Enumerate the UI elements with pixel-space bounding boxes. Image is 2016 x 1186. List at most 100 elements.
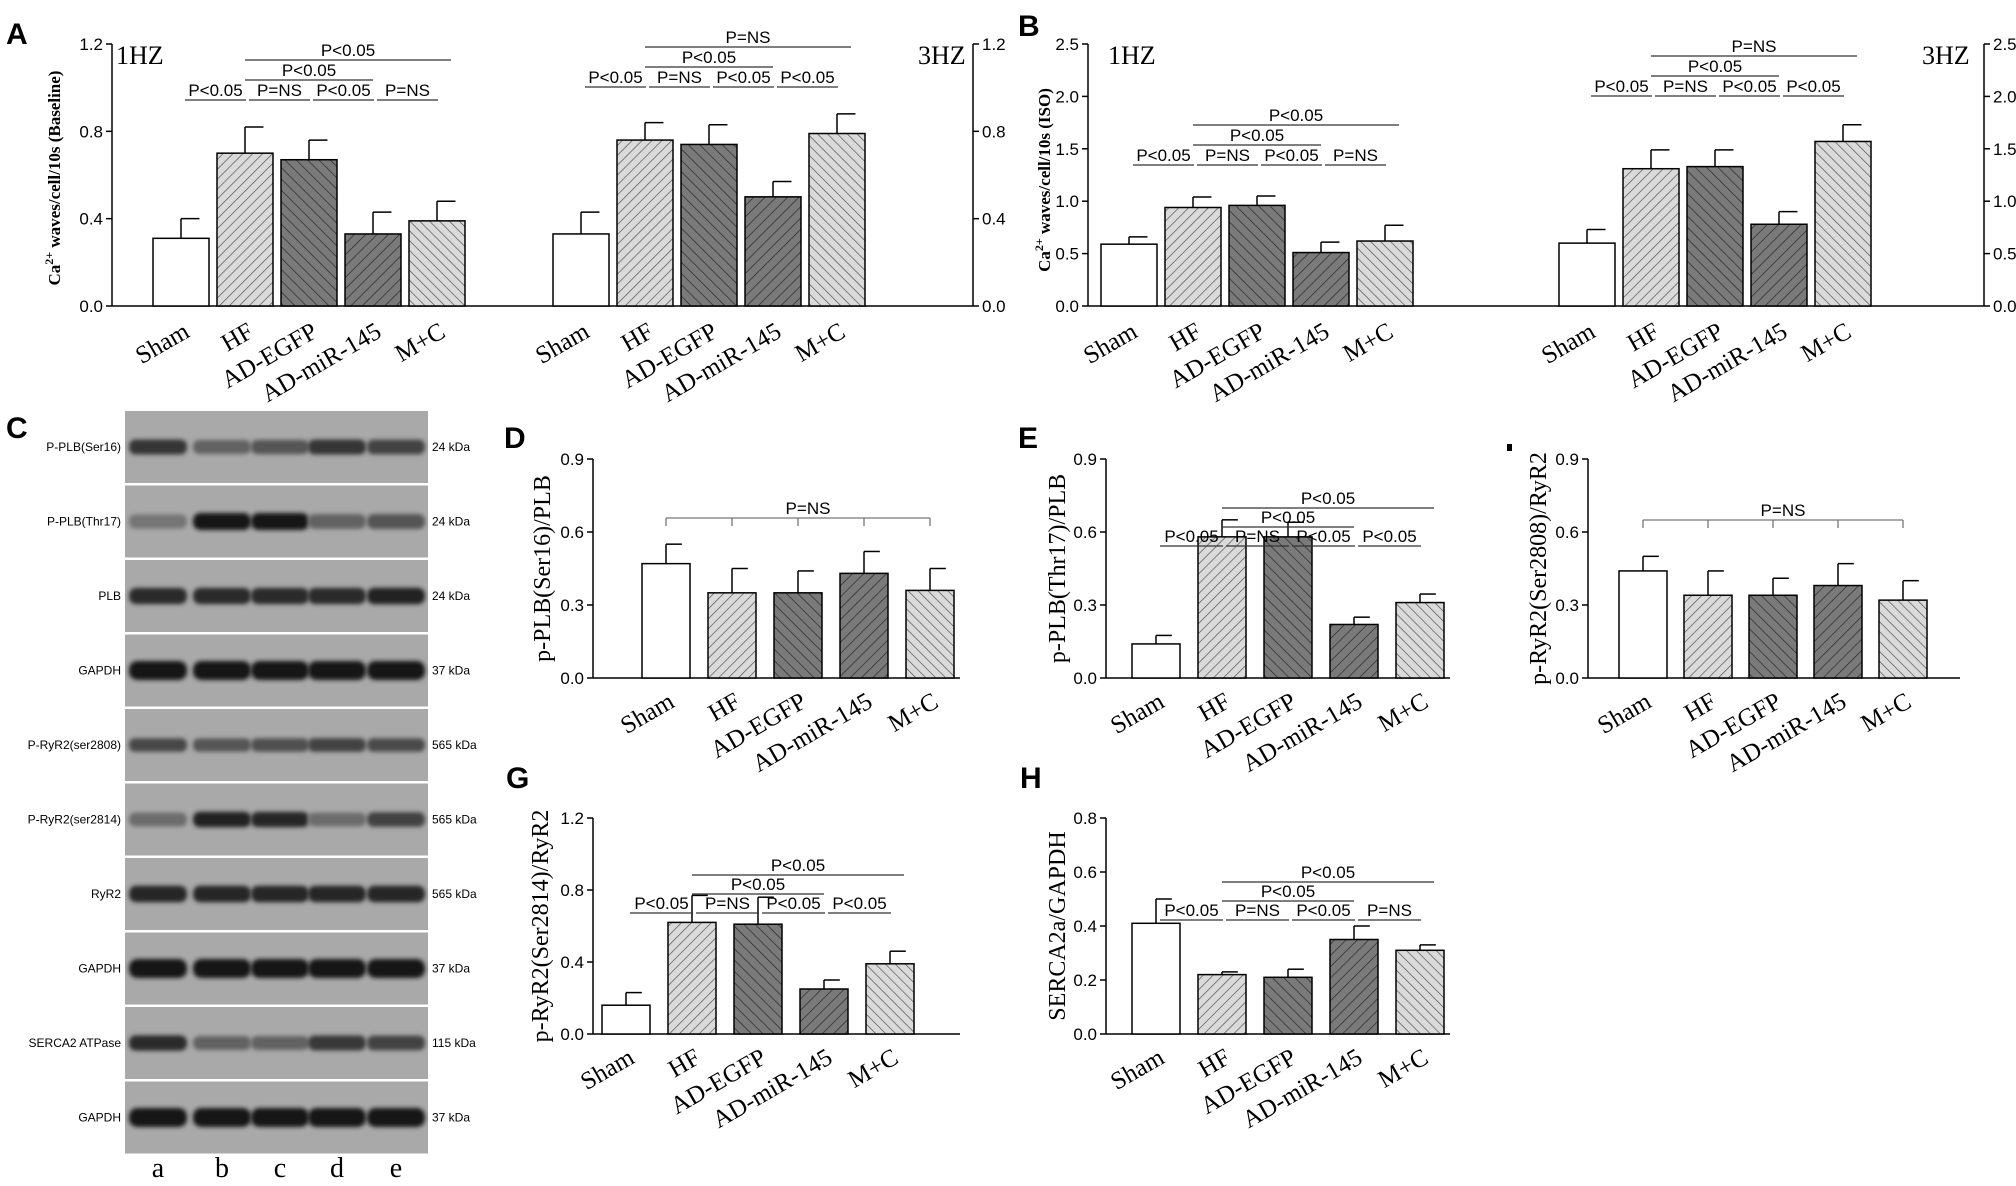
significance-label: P<0.05 <box>832 894 886 913</box>
y-tick-label: 0.6 <box>1073 863 1097 882</box>
bar-chart_data-4-4 <box>1878 599 1928 679</box>
category-label: Sham <box>616 688 679 740</box>
blot-row-label: GAPDH <box>78 962 121 976</box>
bar-chart_data-0-groups-1-2 <box>680 143 738 307</box>
blot-band <box>251 1108 309 1127</box>
blot-kda-label: 37 kDa <box>432 664 470 678</box>
y-tick-label: 0.8 <box>79 122 103 141</box>
blot-band <box>193 1108 251 1127</box>
bar-chart_data-0-groups-0-0 <box>152 237 210 307</box>
significance-label: P<0.05 <box>1136 146 1190 165</box>
blot-band <box>308 661 366 680</box>
significance-label: P<0.05 <box>1164 901 1218 920</box>
bar-chart_data-0-groups-0-2 <box>280 158 338 307</box>
blot-band <box>308 1035 366 1051</box>
blot-row-label: P-RyR2(ser2814) <box>28 813 121 827</box>
bar-chart_data-4-0 <box>1618 570 1668 679</box>
y-tick-label: 0.0 <box>560 669 584 688</box>
blot-band <box>193 959 251 978</box>
panel-letter-d: D <box>504 422 526 455</box>
significance-label: P<0.05 <box>1362 527 1416 546</box>
bar-chart_data-0-groups-0-1 <box>216 152 274 307</box>
blot-band <box>129 812 187 827</box>
bar-chart_data-6-3 <box>1329 938 1379 1035</box>
bar-chart_data-3-4 <box>1395 601 1445 679</box>
significance-label: P=NS <box>1367 901 1412 920</box>
y-tick-label: 0.6 <box>560 523 584 542</box>
bar-chart_data-1-groups-1-2 <box>1686 165 1744 307</box>
blot-band <box>129 1108 187 1127</box>
y-tick-label: 0.3 <box>1555 596 1579 615</box>
y-tick-label: 0.8 <box>1073 809 1097 828</box>
y-tick-label: 0.0 <box>1073 1025 1097 1044</box>
blot-band <box>308 885 366 903</box>
category-label: Sham <box>576 1044 639 1096</box>
y-tick-label: 1.0 <box>1055 192 1079 211</box>
blot-row-label: GAPDH <box>78 1111 121 1125</box>
significance-label: P<0.05 <box>1164 527 1218 546</box>
significance-label: P=NS <box>726 28 771 47</box>
blot-kda-label: 24 kDa <box>432 515 470 529</box>
y-axis-label-rest: waves/cell/10s (ISO) <box>1035 88 1054 238</box>
blot-band <box>129 1035 187 1051</box>
significance-label: P<0.05 <box>1261 882 1315 901</box>
significance-label: P<0.05 <box>716 68 770 87</box>
blot-band <box>193 1036 251 1050</box>
y-tick-label: 0.0 <box>560 1025 584 1044</box>
blot-band <box>251 587 309 605</box>
blot-band <box>129 738 187 752</box>
significance-label: P<0.05 <box>1269 106 1323 125</box>
y-tick-label: 2.5 <box>1055 35 1079 54</box>
panel-letter-h: H <box>1020 762 1042 795</box>
significance-label: P<0.05 <box>1786 77 1840 96</box>
bar-chart_data-6-4 <box>1395 949 1445 1035</box>
bar-chart_data-5-1 <box>667 921 717 1035</box>
y-tick-label: 1.5 <box>1055 140 1079 159</box>
bar-chart_data-1-groups-1-0 <box>1558 242 1616 307</box>
significance-label: P<0.05 <box>1296 527 1350 546</box>
y-axis-label: p-PLB(Ser16)/PLB <box>530 475 556 662</box>
blot-band <box>308 439 366 455</box>
significance-label: P<0.05 <box>766 894 820 913</box>
blot-row-label: RyR2 <box>91 887 121 901</box>
bar-chart_data-5-0 <box>601 1004 651 1035</box>
blot-band <box>251 661 309 680</box>
bar-chart_data-1-groups-0-3 <box>1292 251 1350 307</box>
category-label: Sham <box>1079 318 1142 370</box>
bar-chart_data-3-2 <box>1263 536 1313 679</box>
bar-chart_data-2-3 <box>839 572 889 679</box>
y-tick-label: 1.5 <box>1993 140 2016 159</box>
panel-letter-a: A <box>6 18 28 51</box>
blot-kda-label: 565 kDa <box>432 738 477 752</box>
category-label: Sham <box>1106 688 1169 740</box>
y-tick-label: 0.8 <box>982 122 1006 141</box>
y-tick-label: 0.0 <box>982 297 1006 316</box>
y-tick-label: 0.8 <box>560 881 584 900</box>
panel-letter-b: B <box>1018 10 1040 43</box>
significance-label: P=NS <box>1732 37 1777 56</box>
y-tick-label: 0.3 <box>1073 596 1097 615</box>
blot-band <box>251 811 309 828</box>
significance-label: P=NS <box>657 68 702 87</box>
significance-label: P<0.05 <box>780 68 834 87</box>
significance-label: P<0.05 <box>1722 77 1776 96</box>
y-tick-label: 0.0 <box>1055 297 1079 316</box>
frequency-label: 3HZ <box>1922 41 1970 70</box>
blot-band <box>367 513 425 530</box>
bar-chart_data-5-4 <box>865 963 915 1035</box>
frequency-label: 3HZ <box>918 41 966 70</box>
y-tick-label: 0.4 <box>1073 917 1097 936</box>
bar-chart_data-6-2 <box>1263 976 1313 1035</box>
significance-label: P=NS <box>385 81 430 100</box>
significance-label: P<0.05 <box>282 61 336 80</box>
bar-chart_data-1-groups-0-0 <box>1100 243 1158 307</box>
y-axis-label: p-PLB(Thr17)/PLB <box>1045 474 1071 663</box>
blot-band <box>193 885 251 903</box>
bar-chart_data-2-0 <box>641 562 691 679</box>
category-label: M+C <box>791 318 850 368</box>
bar-chart_data-1-groups-1-1 <box>1622 167 1680 307</box>
category-label: M+C <box>1374 688 1433 738</box>
bar-chart_data-0-groups-1-3 <box>744 196 802 307</box>
y-tick-label: 0.0 <box>1073 669 1097 688</box>
